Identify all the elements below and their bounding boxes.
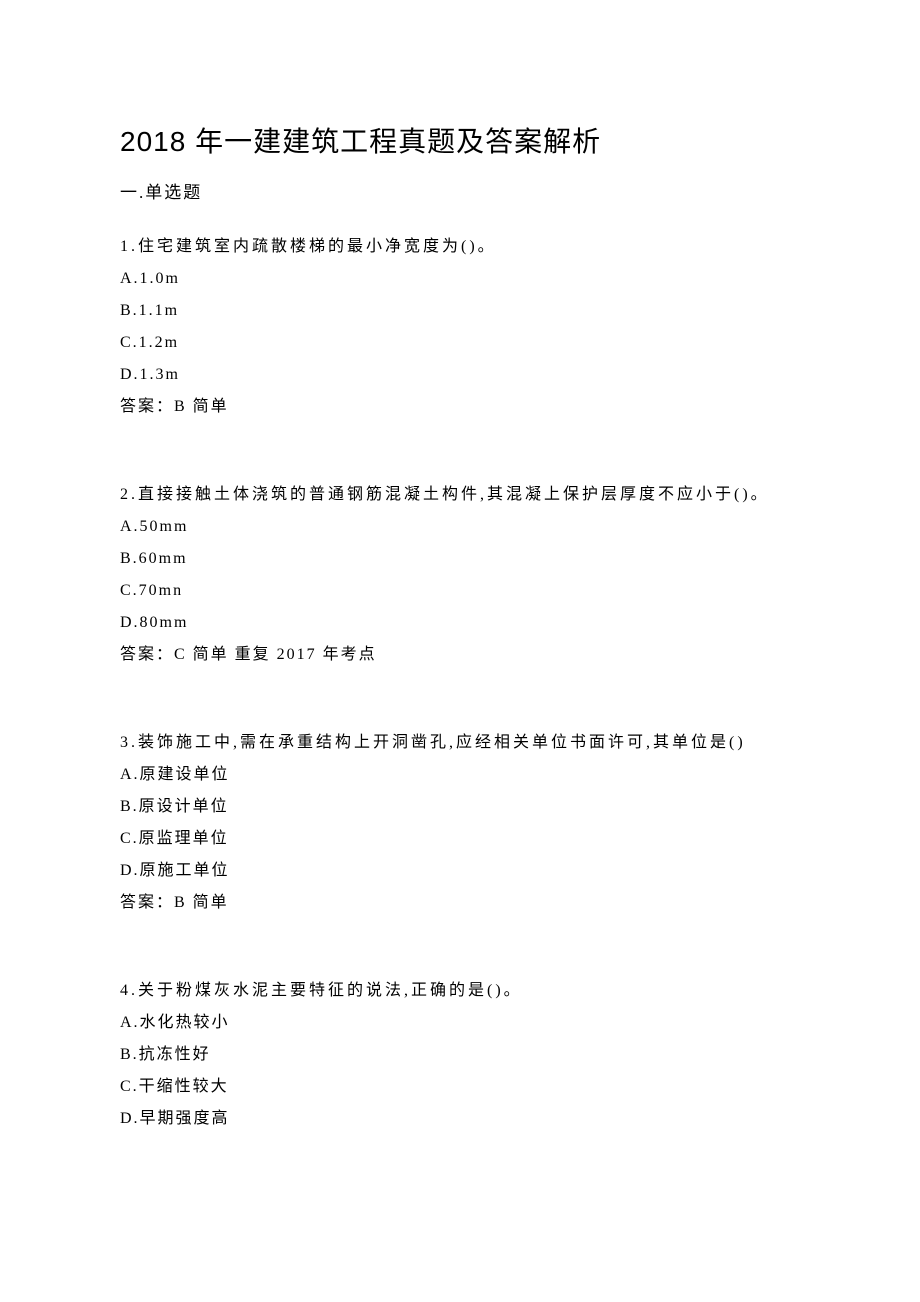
question-option: B.60mm	[120, 543, 800, 575]
question-option: A.50mm	[120, 511, 800, 543]
document-title: 2018 年一建建筑工程真题及答案解析	[120, 120, 800, 160]
question-answer: 答案：B 简单	[120, 887, 800, 919]
question-block: 1.住宅建筑室内疏散楼梯的最小净宽度为()。 A.1.0m B.1.1m C.1…	[120, 231, 800, 423]
question-option: B.1.1m	[120, 295, 800, 327]
question-answer: 答案：B 简单	[120, 391, 800, 423]
question-option: D.早期强度高	[120, 1103, 800, 1135]
question-option: B.原设计单位	[120, 791, 800, 823]
question-text: 1.住宅建筑室内疏散楼梯的最小净宽度为()。	[120, 231, 800, 263]
question-block: 4.关于粉煤灰水泥主要特征的说法,正确的是()。 A.水化热较小 B.抗冻性好 …	[120, 975, 800, 1135]
question-option: C.干缩性较大	[120, 1071, 800, 1103]
question-option: A.水化热较小	[120, 1007, 800, 1039]
question-block: 2.直接接触土体浇筑的普通钢筋混凝土构件,其混凝上保护层厚度不应小于()。 A.…	[120, 479, 800, 671]
question-option: D.原施工单位	[120, 855, 800, 887]
question-answer: 答案：C 简单 重复 2017 年考点	[120, 639, 800, 671]
question-option: B.抗冻性好	[120, 1039, 800, 1071]
question-option: C.70mn	[120, 575, 800, 607]
question-block: 3.装饰施工中,需在承重结构上开洞凿孔,应经相关单位书面许可,其单位是() A.…	[120, 727, 800, 919]
section-header: 一.单选题	[120, 178, 800, 203]
question-option: C.1.2m	[120, 327, 800, 359]
question-option: D.1.3m	[120, 359, 800, 391]
question-text: 2.直接接触土体浇筑的普通钢筋混凝土构件,其混凝上保护层厚度不应小于()。	[120, 479, 800, 511]
question-option: A.原建设单位	[120, 759, 800, 791]
question-option: C.原监理单位	[120, 823, 800, 855]
question-text: 3.装饰施工中,需在承重结构上开洞凿孔,应经相关单位书面许可,其单位是()	[120, 727, 800, 759]
question-text: 4.关于粉煤灰水泥主要特征的说法,正确的是()。	[120, 975, 800, 1007]
question-option: A.1.0m	[120, 263, 800, 295]
question-option: D.80mm	[120, 607, 800, 639]
